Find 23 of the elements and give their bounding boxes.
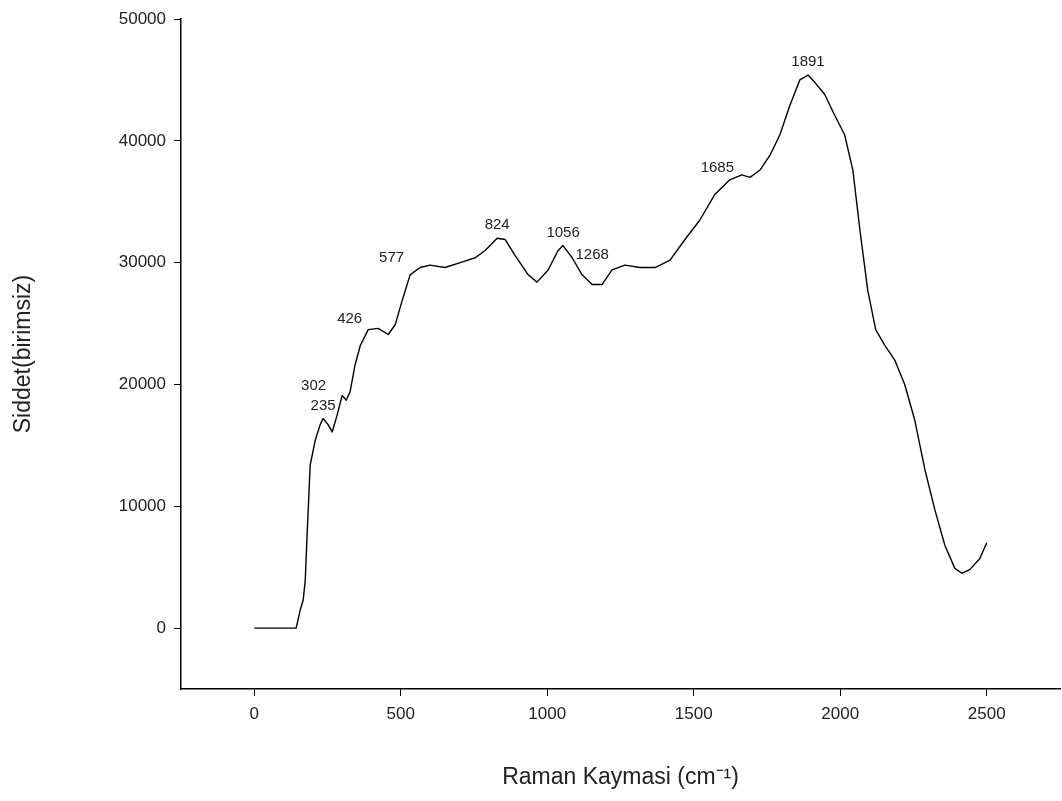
x-tick-label: 1500 [674, 703, 713, 723]
annotation: 577 [379, 247, 405, 265]
annotation: 1268 [575, 245, 609, 263]
x-tick-label: 2000 [821, 703, 860, 723]
x-tick-label: 2500 [967, 703, 1006, 723]
y-tick-label: 10000 [118, 495, 166, 515]
y-tick-label: 0 [156, 617, 166, 637]
annotation: 426 [337, 308, 363, 326]
annotation: 1056 [546, 222, 580, 240]
x-tick-label: 0 [249, 703, 259, 723]
y-tick-label: 40000 [118, 130, 166, 150]
x-tick-label: 500 [386, 703, 415, 723]
y-axis-title: Siddet(birimsiz) [9, 274, 36, 434]
y-tick-label: 30000 [118, 252, 166, 272]
annotation: 1685 [700, 157, 735, 175]
y-tick-label: 50000 [118, 8, 166, 28]
y-tick-label: 20000 [118, 374, 166, 394]
annotation: 1891 [791, 52, 825, 70]
x-axis-title: Raman Kaymasi (cm⁻¹) [502, 762, 739, 789]
annotation: 235 [310, 395, 336, 413]
annotation: 302 [301, 375, 327, 393]
annotation: 824 [484, 215, 510, 233]
x-tick-label: 1000 [528, 703, 567, 723]
